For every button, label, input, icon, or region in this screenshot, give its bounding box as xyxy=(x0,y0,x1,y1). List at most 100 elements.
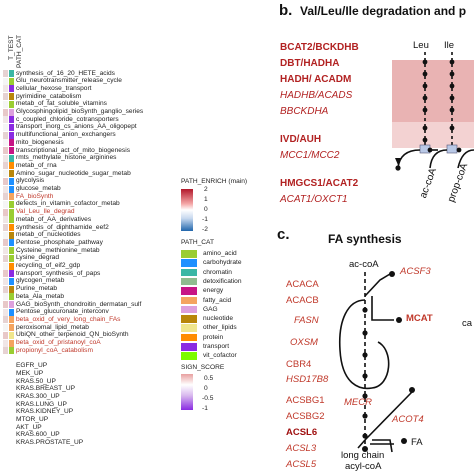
t-test-cell xyxy=(9,408,14,416)
category-label: other_lipids xyxy=(203,324,237,332)
path-enrich-legend-title: PATH_ENRICH (main) xyxy=(181,178,248,185)
panel-b-enzyme: ACAT1/OXCT1 xyxy=(280,194,348,205)
path-cat-cell xyxy=(3,393,8,401)
t-test-cell xyxy=(9,331,14,339)
category-label: nucleotide xyxy=(203,315,234,323)
t-test-cell xyxy=(9,285,14,293)
pathway-label: Cysteine_methionine_metab xyxy=(16,246,100,254)
acot4-branch xyxy=(372,439,393,453)
path-cat-cell xyxy=(3,439,8,447)
t-test-cell xyxy=(9,123,14,131)
leu-label: Leu xyxy=(413,40,429,51)
ile-label: Ile xyxy=(444,40,455,51)
t-test-cell xyxy=(9,347,14,355)
category-swatch xyxy=(181,333,197,342)
pathway-label: glycolysis xyxy=(16,177,45,185)
path-cat-cell xyxy=(3,185,8,193)
panel-b-enzyme: DBT/HADHA xyxy=(280,58,340,69)
pathway-label: pyrimidine_catabolism xyxy=(16,92,82,100)
panel-c-enzyme: ACSBG1 xyxy=(286,395,325,406)
pathway-label: EGFR_UP xyxy=(16,362,48,370)
sign-tick-minus0-5: -0.5 xyxy=(202,395,214,402)
acsf3-label: ACSF3 xyxy=(400,266,431,277)
mecr-label: MECR xyxy=(344,397,372,408)
category-label: amino_acid xyxy=(203,250,237,257)
pathway-label: recycling_of_eif2_gdp xyxy=(16,262,81,269)
t-test-cell xyxy=(9,77,14,85)
path-cat-cell xyxy=(3,224,8,231)
path-cat-cell xyxy=(3,308,8,316)
panel-b-letter: b. xyxy=(279,2,293,19)
pathway-label: transcriptional_act_of_mito_biogenesis xyxy=(16,146,130,154)
path-cat-cell xyxy=(3,108,8,116)
propcoa-arc xyxy=(457,149,474,169)
path-cat-cell xyxy=(3,339,8,347)
sign-score-colorbar xyxy=(181,374,193,410)
pathway-label: AKT_UP xyxy=(16,423,42,431)
pathway-label: Amino_sugar_nucleotide_sugar_metab xyxy=(16,169,131,177)
panel-c-enzyme: ACACA xyxy=(286,279,319,290)
t-test-cell xyxy=(9,277,14,285)
category-label: GAG xyxy=(203,305,218,313)
fa-main-nodes xyxy=(362,307,368,439)
sign-tick-0: 0 xyxy=(204,385,208,392)
path-enrich-tick-minus1: -1 xyxy=(202,216,208,223)
path-cat-cell xyxy=(3,362,8,370)
t-test-cell xyxy=(9,116,14,124)
pathway-label: transport_inorg_cs_anions_AA_oligopept xyxy=(16,123,137,131)
path-cat-legend-title: PATH_CAT xyxy=(181,239,214,246)
t-test-cell xyxy=(9,85,14,93)
t-test-cell xyxy=(9,370,14,378)
category-label: energy xyxy=(203,287,224,295)
pathway-label: Glu_neurotransmitter_release_cycle xyxy=(16,77,122,85)
t-test-cell xyxy=(9,378,14,385)
path-cat-cell xyxy=(3,431,8,439)
path-cat-cell xyxy=(3,331,8,339)
pathway-label: cellular_hexose_transport xyxy=(16,84,92,92)
path-cat-cell xyxy=(3,293,8,301)
pathway-label: GAG_bioSynth_chondroitin_dermatan_sulf xyxy=(16,300,142,308)
ile-branch-box xyxy=(446,144,458,154)
path-cat-cell xyxy=(3,131,8,139)
path-cat-cell xyxy=(3,408,8,416)
pathway-label: FA_bioSynth xyxy=(16,192,54,200)
pathway-label: KRAS.50_UP xyxy=(16,377,56,385)
path-enrich-colorbar xyxy=(181,189,193,231)
t-test-cell xyxy=(9,401,14,409)
t-test-cell xyxy=(9,231,14,239)
path-enrich-tick-1: 1 xyxy=(204,196,208,203)
pathway-label: synthesis_of_16_20_HETE_acids xyxy=(16,69,115,77)
path-cat-cell xyxy=(3,370,8,378)
t-test-cell xyxy=(9,93,14,101)
t-test-cell xyxy=(9,354,14,362)
panel-c-enzyme: FASN xyxy=(294,315,319,326)
ile-nodes xyxy=(449,59,455,131)
category-swatch xyxy=(181,287,197,295)
t-test-cell xyxy=(9,224,14,231)
path-cat-cell xyxy=(3,70,8,77)
path-cat-cell xyxy=(3,177,8,185)
pathway-label: c_coupled_chloride_cotransporters xyxy=(16,115,119,123)
t-test-cell xyxy=(9,362,14,370)
acsf3-branch xyxy=(364,273,391,297)
panel-b-enzyme: BBCKDHA xyxy=(280,106,329,117)
path-cat-cell xyxy=(3,154,8,162)
t-test-cell xyxy=(9,108,14,116)
fasn-cycle xyxy=(338,299,390,390)
t-test-cell xyxy=(9,147,14,154)
pathway-label: Glycosphingolipid_bioSynth_ganglio_serie… xyxy=(16,108,144,115)
panel-b-enzyme: BCAT2/BCKDHB xyxy=(280,42,359,53)
path-cat-cell xyxy=(3,147,8,154)
pathway-label: metab_of_AA_derivatives xyxy=(16,215,92,223)
category-swatch xyxy=(181,277,197,286)
panel-b-enzyme: HADH/ ACADM xyxy=(280,74,352,85)
t-test-cell xyxy=(9,262,14,270)
pathway-label: beta_Ala_metab xyxy=(16,292,65,300)
t-test-cell xyxy=(9,301,14,308)
category-swatch xyxy=(181,343,197,351)
pathway-label: Lysine_degrad xyxy=(16,254,60,262)
path-enrich-tick-2: 2 xyxy=(204,186,208,193)
panel-c-enzyme: HSD17B8 xyxy=(286,374,329,385)
panel-b-title: Val/Leu/Ile degradation and p xyxy=(300,4,467,18)
